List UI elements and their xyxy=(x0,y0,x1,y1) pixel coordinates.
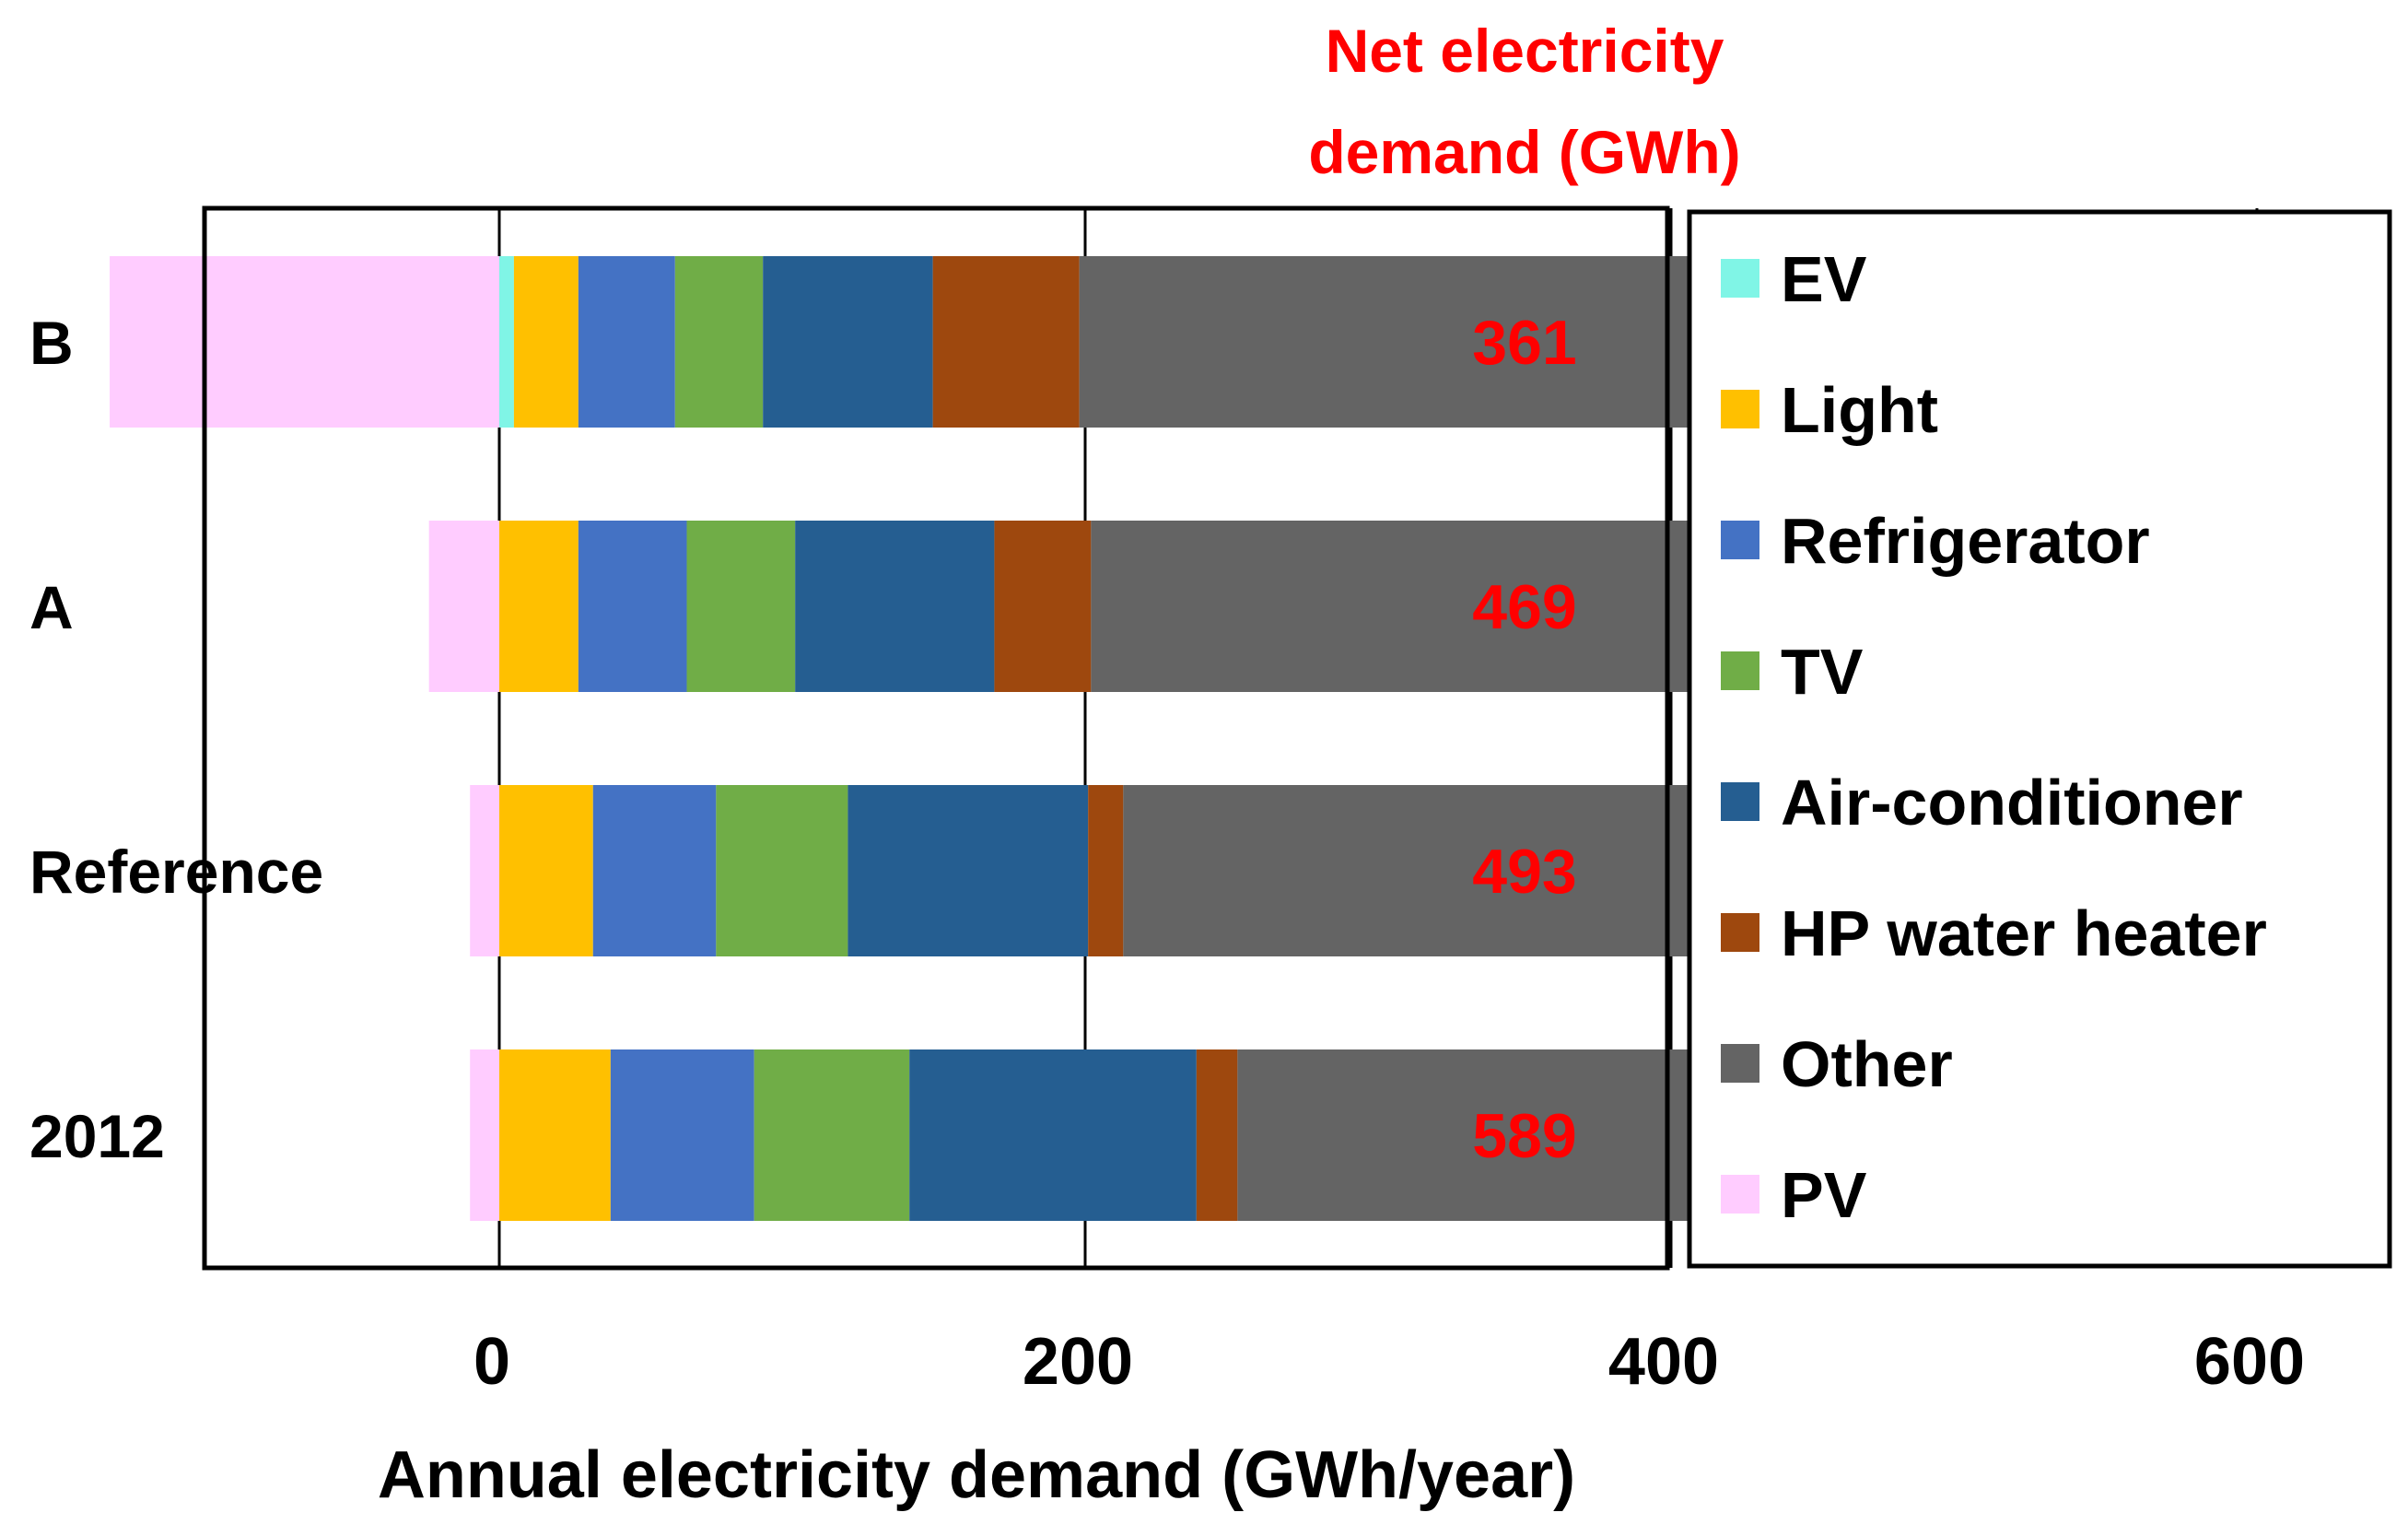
net-demand-title-line-1: Net electricity xyxy=(1326,17,1724,85)
bar-a-pv xyxy=(428,521,499,692)
legend-swatch xyxy=(1721,1044,1759,1083)
bar-2012-light xyxy=(499,1049,611,1221)
bar-b-refrigerator xyxy=(578,256,675,428)
bar-a-air-conditioner xyxy=(795,521,995,692)
legend-label: TV xyxy=(1781,636,1864,708)
bar-2012-tv xyxy=(754,1049,910,1221)
x-axis-title: Annual electricity demand (GWh/year) xyxy=(378,1438,1575,1512)
legend-label: EV xyxy=(1781,243,1867,315)
bar-reference-pv xyxy=(470,785,499,956)
legend: EV Light Refrigerator TV Air-conditioner HP w… xyxy=(1721,243,2267,1231)
net-demand-label: 469 xyxy=(1472,572,1576,642)
bar-a-light xyxy=(499,521,579,692)
bar-reference-light xyxy=(499,785,593,956)
legend-swatch xyxy=(1721,390,1759,428)
bar-2012-pv xyxy=(470,1049,499,1221)
legend-frame xyxy=(1687,209,2392,1269)
bar-b-air-conditioner xyxy=(763,256,933,428)
net-demand-label: 589 xyxy=(1472,1101,1576,1171)
bar-reference-air-conditioner xyxy=(847,785,1089,956)
bar-b-light xyxy=(513,256,579,428)
legend-swatch xyxy=(1721,521,1759,559)
bar-b-hp-water-heater xyxy=(932,256,1080,428)
legend-label: Other xyxy=(1781,1028,1953,1100)
bar-a-hp-water-heater xyxy=(994,521,1092,692)
bar-reference-hp-water-heater xyxy=(1088,785,1124,956)
legend-label: PV xyxy=(1781,1159,1867,1231)
legend-label: Refrigerator xyxy=(1781,505,2150,577)
bar-2012-hp-water-heater xyxy=(1196,1049,1238,1221)
net-demand-label: 361 xyxy=(1472,308,1576,378)
legend-swatch xyxy=(1721,259,1759,298)
legend-label: Air-conditioner xyxy=(1781,767,2243,838)
bar-reference-refrigerator xyxy=(592,785,717,956)
category-label: A xyxy=(29,573,74,641)
category-label: 2012 xyxy=(29,1102,165,1170)
bar-2012-refrigerator xyxy=(610,1049,754,1221)
x-tick-label: 400 xyxy=(1608,1325,1719,1399)
bar-a-refrigerator xyxy=(578,521,687,692)
category-labels: B A Reference 2012 xyxy=(29,309,323,1170)
legend-swatch xyxy=(1721,913,1759,952)
net-demand-title-line-2: demand (GWh) xyxy=(1308,118,1740,186)
bar-reference-tv xyxy=(716,785,848,956)
legend-swatch xyxy=(1721,651,1759,690)
bar-2012-air-conditioner xyxy=(909,1049,1197,1221)
legend-label: HP water heater xyxy=(1781,897,2267,969)
x-tick-label: 600 xyxy=(2194,1325,2305,1399)
legend-label: Light xyxy=(1781,374,1938,446)
plot-frame xyxy=(202,205,1670,1271)
x-tick-labels: −2000200400600800 xyxy=(473,1325,2305,1399)
bar-a-tv xyxy=(686,521,796,692)
bar-b-tv xyxy=(674,256,764,428)
category-label: Reference xyxy=(29,838,323,906)
net-demand-label: 493 xyxy=(1472,837,1576,907)
net-demand-labels: 361 469 493 589 xyxy=(1472,308,1576,1171)
legend-swatch xyxy=(1721,782,1759,821)
bar-b-ev xyxy=(499,256,514,428)
bar-b-pv xyxy=(110,256,499,428)
legend-swatch xyxy=(1721,1175,1759,1214)
x-tick-label: 200 xyxy=(1023,1325,1133,1399)
x-tick-label: 0 xyxy=(473,1325,510,1399)
category-label: B xyxy=(29,309,74,377)
